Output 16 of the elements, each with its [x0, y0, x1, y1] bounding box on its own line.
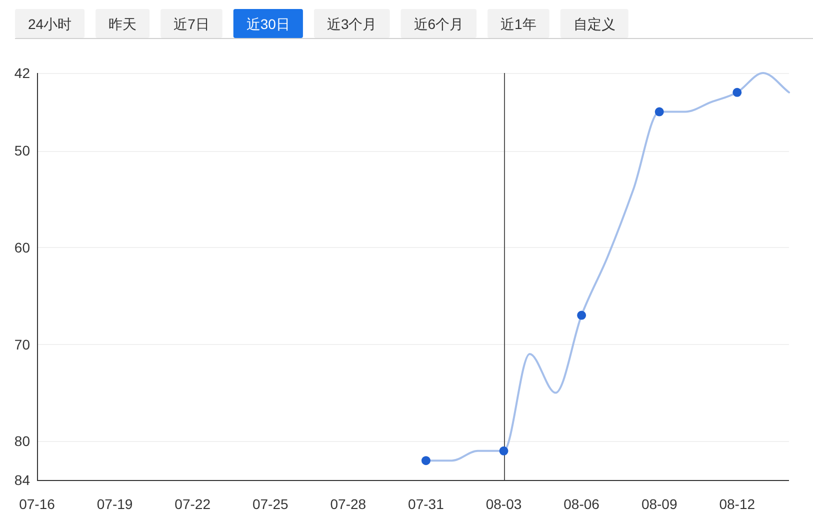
x-tick-label: 08-09: [641, 496, 678, 512]
y-tick-label: 84: [14, 472, 30, 488]
y-tick-label: 60: [14, 239, 30, 256]
x-tick-label: 08-06: [564, 496, 600, 512]
x-tick-label: 07-28: [330, 496, 366, 512]
x-tick-label: 08-03: [486, 496, 522, 512]
x-tick-label: 07-31: [408, 496, 444, 512]
y-tick-label: 70: [14, 336, 30, 352]
x-tick-label: 08-12: [719, 496, 756, 512]
y-tick-label: 80: [14, 433, 30, 450]
x-tick-label: 07-22: [174, 496, 211, 512]
y-tick-label: 50: [14, 142, 30, 159]
x-tick-label: 07-19: [96, 496, 133, 512]
x-tick-label: 07-16: [19, 496, 56, 512]
x-tick-label: 07-25: [252, 496, 288, 512]
y-tick-label: 42: [14, 65, 30, 81]
